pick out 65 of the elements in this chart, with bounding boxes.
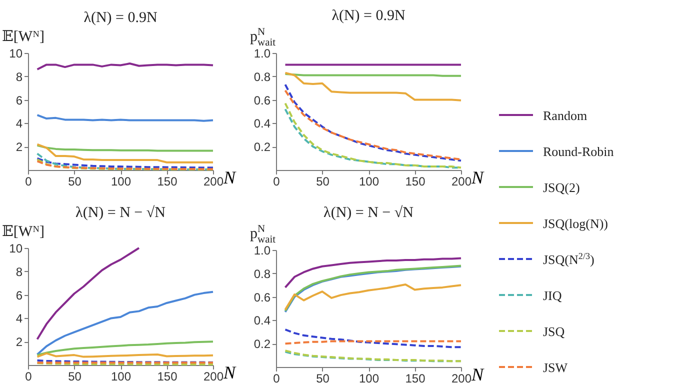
line-series xyxy=(36,340,214,356)
x-tick-label: 50 xyxy=(68,370,82,384)
x-axis-title: N xyxy=(222,168,236,188)
legend-label: Round-Robin xyxy=(543,144,614,159)
line-series xyxy=(284,284,462,311)
x-tick-label: 150 xyxy=(157,174,178,188)
line-series xyxy=(36,290,214,356)
y-tick-label: 0.2 xyxy=(254,337,271,352)
y-tick-label: 0.8 xyxy=(254,266,271,281)
legend-label: JSQ(log(N)) xyxy=(543,216,608,231)
y-tick-label: 0.6 xyxy=(254,93,271,108)
y-tick-label: 0.4 xyxy=(254,314,271,328)
legend-label: Random xyxy=(543,108,588,123)
line-series xyxy=(284,257,462,288)
x-tick-label: 150 xyxy=(405,174,426,188)
x-tick-label: 0 xyxy=(273,174,280,188)
chart-title: λ(N) = 0.9N xyxy=(332,8,406,24)
y-tick-label: 0.4 xyxy=(254,116,271,131)
x-tick-label: 50 xyxy=(68,174,82,188)
x-tick-label: 100 xyxy=(110,370,132,384)
x-tick-label: 50 xyxy=(316,174,330,188)
y-tick-label: 2 xyxy=(16,335,23,350)
x-tick-label: 100 xyxy=(358,174,380,188)
y-axis-title: 𝔼[Wᴺ] xyxy=(2,224,45,240)
x-tick-label: 100 xyxy=(110,174,132,188)
y-axis-title: 𝔼[Wᴺ] xyxy=(2,29,45,45)
y-tick-label: 0.6 xyxy=(254,290,271,304)
y-tick-label: 4 xyxy=(16,116,23,131)
x-tick-label: 150 xyxy=(405,372,426,386)
y-tick-label: 10 xyxy=(9,242,23,256)
legend-label: JSW xyxy=(543,360,568,375)
x-tick-label: 200 xyxy=(451,174,472,188)
y-tick-label: 0.2 xyxy=(254,140,271,154)
x-tick-label: 0 xyxy=(273,372,280,386)
chart-title: λ(N) = N − √N xyxy=(324,205,414,221)
y-tick-label: 10 xyxy=(9,46,23,60)
line-series xyxy=(36,143,214,164)
x-tick-label: 150 xyxy=(157,370,178,384)
x-tick-label: 200 xyxy=(203,174,224,188)
x-axis-title: N xyxy=(470,364,484,384)
x-axis-title: N xyxy=(470,168,484,188)
line-series xyxy=(36,247,140,340)
y-tick-label: 1.0 xyxy=(254,244,271,258)
y-tick-label: 6 xyxy=(16,288,23,302)
x-tick-label: 100 xyxy=(358,372,380,386)
x-axis-title: N xyxy=(222,362,236,382)
y-tick-label: 4 xyxy=(16,312,23,326)
x-tick-label: 200 xyxy=(451,372,472,386)
y-tick-label: 2 xyxy=(16,140,23,154)
x-tick-label: 0 xyxy=(25,370,32,384)
y-tick-label: 8 xyxy=(16,264,23,279)
y-tick-label: 0.8 xyxy=(254,70,271,84)
legend-label: JSQ(2) xyxy=(543,180,580,195)
line-series xyxy=(284,72,462,102)
y-tick-label: 1.0 xyxy=(254,46,271,60)
line-series xyxy=(284,328,462,348)
y-tick-label: 6 xyxy=(16,93,23,108)
x-tick-label: 50 xyxy=(316,372,330,386)
chart-title: λ(N) = N − √N xyxy=(76,205,166,221)
x-tick-label: 200 xyxy=(203,370,224,384)
x-tick-label: 0 xyxy=(25,174,32,188)
legend-label: JIQ xyxy=(543,288,562,303)
legend-label: JSQ xyxy=(543,324,566,339)
y-tick-label: 8 xyxy=(16,70,23,84)
chart-title: λ(N) = 0.9N xyxy=(84,10,158,26)
